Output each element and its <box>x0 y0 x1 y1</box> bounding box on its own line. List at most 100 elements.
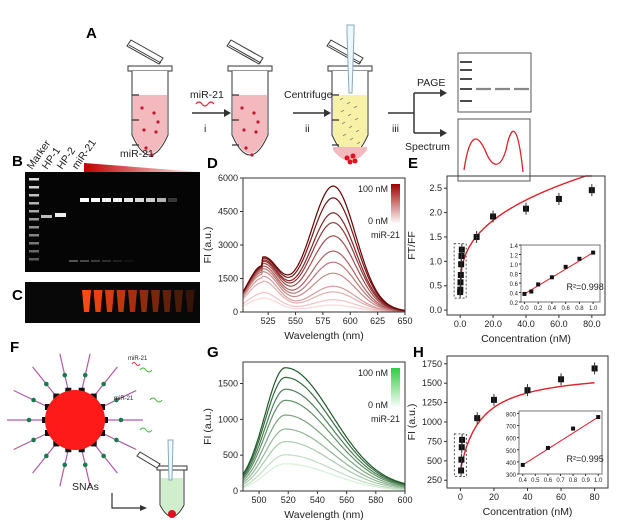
mirna-label-1: miR-21 <box>128 356 148 362</box>
fluorescent-tube <box>105 290 114 312</box>
dna-strand <box>340 109 345 113</box>
step-ii-numeral: ii <box>305 123 310 135</box>
mirna-strand-icon <box>195 101 215 107</box>
gold-nanoparticle <box>45 390 105 450</box>
marker-band <box>29 250 39 253</box>
branch-spectrum-label: Spectrum <box>405 141 450 153</box>
pellet-particle <box>344 155 350 161</box>
inset-data-point <box>591 250 596 255</box>
inset-data-point <box>577 256 582 261</box>
inset-data-point <box>596 415 601 420</box>
x-tick-label: 0 <box>458 492 463 502</box>
dna-strand <box>342 133 347 137</box>
spectrum-line <box>242 376 406 485</box>
fluorescent-tube <box>151 290 160 312</box>
x-tick-label: 80.0 <box>583 319 601 329</box>
y-tick-label: 0.6 <box>510 282 519 288</box>
y-tick-label: 0 <box>233 307 238 317</box>
spectrum-line <box>242 463 406 491</box>
dna-strand <box>356 141 361 145</box>
x-tick-label: 575 <box>315 316 330 326</box>
nanoparticle-dot <box>256 120 260 124</box>
duplex-band <box>80 198 89 202</box>
duplex-band <box>157 198 166 202</box>
fluorescent-tube <box>93 290 103 312</box>
pellet-particle <box>352 158 358 164</box>
marker-band <box>29 178 39 181</box>
nanoparticle-dot <box>250 153 254 157</box>
inset-plot: 0.4 0.5 0.6 0.7 0.8 0.9 1.0 300 400 500 600 700 800 R… <box>506 410 604 484</box>
y-tick-label: 3000 <box>218 240 238 250</box>
pipette-tip <box>167 439 174 481</box>
dna-probe <box>93 366 118 397</box>
dna-strand <box>349 137 354 141</box>
thiol-anchor <box>53 440 60 447</box>
chart-g: 500 520 540 560 580 600 0 500 1000 1500 Wavelength… <box>202 361 413 521</box>
dna-probe <box>59 449 69 487</box>
spectrum-line <box>242 441 406 490</box>
y-tick-label: 1000 <box>218 414 238 424</box>
spectrum-line <box>242 367 406 485</box>
y-tick-label: 0.5 <box>429 281 442 291</box>
x-axis-label: Concentration (nM) <box>481 333 571 345</box>
fluorescent-tube <box>174 290 183 312</box>
x-tick-label: 0.0 <box>454 319 467 329</box>
color-gradient-legend <box>391 368 400 408</box>
y-tick-label: 800 <box>506 412 517 418</box>
r-squared-label: R²=0.995 <box>567 454 604 464</box>
panel-label-d: D <box>207 155 218 172</box>
panel-label-e: E <box>408 155 418 172</box>
x-tick-label: 0.4 <box>519 478 528 484</box>
step-ii-label: Centrifuge <box>284 89 333 101</box>
x-tick-label: 0.6 <box>561 306 570 312</box>
nanoparticle-dot <box>242 128 246 132</box>
marker-band <box>29 202 39 205</box>
tube-lid <box>226 39 264 65</box>
pellet-layer <box>333 147 367 161</box>
plot-frame <box>518 410 603 475</box>
x-tick-label: 580 <box>368 495 383 505</box>
duplex-band <box>168 198 177 202</box>
hp2-band <box>55 213 66 217</box>
x-tick-label: 600 <box>397 495 412 505</box>
legend-min-label: 0 nM <box>368 400 388 410</box>
x-tick-label: 0.0 <box>520 306 529 312</box>
duplex-band <box>91 198 100 202</box>
dna-strand <box>354 117 359 121</box>
nanoparticle-dot <box>150 153 154 157</box>
snas-label: SNAs <box>72 481 99 493</box>
legend-max-label: 100 nM <box>358 368 388 378</box>
y-tick-label: 0.0 <box>429 305 442 315</box>
marker-band <box>29 194 39 197</box>
dna-strand <box>348 125 353 129</box>
x-tick-label: 0.7 <box>556 478 565 484</box>
panel-label-h: H <box>413 344 424 361</box>
x-axis-label: Wavelength (nm) <box>284 509 364 521</box>
marker-band <box>29 242 39 245</box>
x-tick-label: 1.0 <box>589 306 598 312</box>
mirna-gradient-wedge <box>84 163 200 172</box>
fluorescent-tube <box>185 290 195 312</box>
fluorescent-tubes <box>82 290 195 312</box>
nanoparticle-dot <box>254 130 258 134</box>
y-axis-label: FI (a.u.) <box>202 408 214 445</box>
hp1-band <box>41 215 52 218</box>
y-tick-label: 4500 <box>218 207 238 217</box>
duplex-band <box>113 198 122 202</box>
nanoparticle-dot <box>244 146 248 150</box>
x-tick-label: 540 <box>310 495 325 505</box>
microtube-1 <box>126 39 173 157</box>
dna-probe <box>32 443 57 474</box>
step-ii-arrow: Centrifuge ii <box>284 89 333 135</box>
tube-cap <box>127 65 173 72</box>
y-tick-label: 500 <box>427 456 442 466</box>
x-tick-label: 650 <box>397 316 412 326</box>
inset-fit-line <box>524 252 594 295</box>
y-tick-label: 1250 <box>422 398 442 408</box>
spectrum-curve-icon <box>463 130 524 173</box>
panel-label-f: F <box>10 339 19 356</box>
spectrum-line <box>242 250 406 312</box>
charts: 525 550 575 600 625 65001500300045006000Wavel… <box>202 173 609 521</box>
released-fluorophore-strand <box>139 367 153 373</box>
